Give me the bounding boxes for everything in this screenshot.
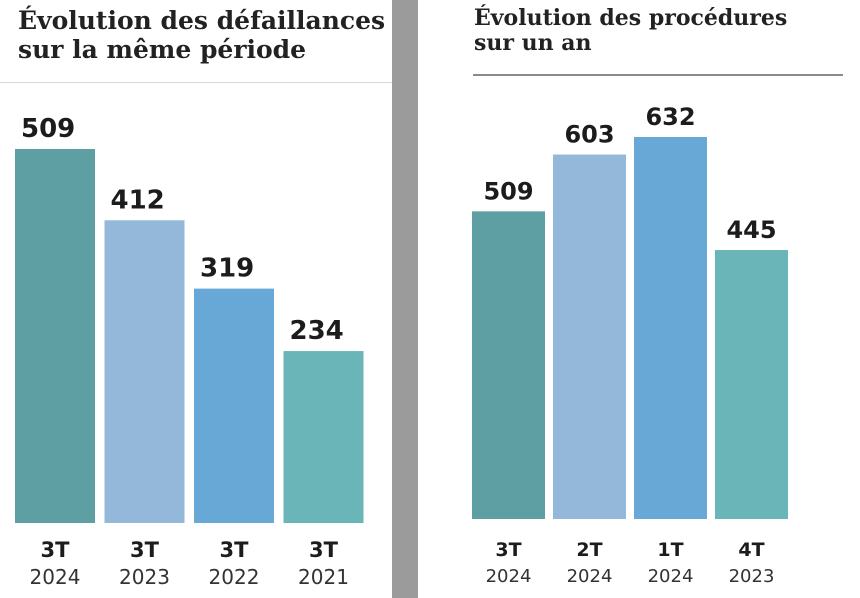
chart1-category-label-1-year: 2024 <box>567 566 613 587</box>
chart1-bar-0 <box>472 211 545 519</box>
chart0-category-label-3-year: 2021 <box>298 565 349 589</box>
chart0-bar-3 <box>283 351 364 523</box>
left-bar-chart: 509 3T 2024 412 3T 2023 319 3T 2022 234 3T 2021 <box>15 114 364 589</box>
chart1-bar-1 <box>553 154 626 519</box>
chart0-category-label-0-year: 2024 <box>30 565 81 589</box>
page-gutter <box>392 0 418 598</box>
chart0-bar-0 <box>15 149 95 523</box>
right-chart-title-rule <box>473 74 843 76</box>
chart1-value-label-3: 445 <box>726 216 776 244</box>
chart0-bar-2 <box>194 288 274 523</box>
right-chart-title-line-2: sur un an <box>474 30 592 56</box>
chart1-value-label-2: 632 <box>645 103 695 131</box>
chart1-category-label-0-quarter: 3T <box>495 539 521 561</box>
chart1-value-label-0: 509 <box>483 177 533 205</box>
chart0-category-label-1-year: 2023 <box>119 565 170 589</box>
chart1-category-label-3-quarter: 4T <box>738 539 764 561</box>
chart0-value-label-3: 234 <box>290 316 344 346</box>
right-bar-chart: 509 3T 2024 603 2T 2024 632 1T 2024 445 4T 2023 <box>472 103 788 587</box>
right-chart-panel: Évolution des procédures sur un an 509 3T… <box>418 0 860 598</box>
left-chart-title-rule <box>0 82 392 83</box>
chart0-category-label-0-quarter: 3T <box>41 538 71 562</box>
chart0-category-label-2-quarter: 3T <box>220 538 250 562</box>
chart0-bar-1 <box>104 220 185 524</box>
right-chart-title-line-1: Évolution des procédures <box>474 5 788 31</box>
left-chart-title-line-1: Évolution des défaillances <box>18 6 386 35</box>
chart0-category-label-2-year: 2022 <box>209 565 260 589</box>
chart1-bar-2 <box>634 137 707 519</box>
chart0-value-label-1: 412 <box>111 185 165 215</box>
chart1-category-label-2-quarter: 1T <box>657 539 683 561</box>
chart0-value-label-0: 509 <box>21 114 75 144</box>
left-chart-panel: Évolution des défaillances sur la même p… <box>0 0 392 598</box>
left-chart-title-line-2: sur la même période <box>18 35 307 64</box>
chart0-category-label-3-quarter: 3T <box>309 538 339 562</box>
left-chart-title: Évolution des défaillances sur la même p… <box>18 6 385 64</box>
chart1-bar-3 <box>715 250 788 519</box>
chart1-category-label-1-quarter: 2T <box>576 539 602 561</box>
chart1-category-label-0-year: 2024 <box>486 566 532 587</box>
chart0-value-label-2: 319 <box>200 254 254 284</box>
right-chart-title: Évolution des procédures sur un an <box>474 6 787 56</box>
chart0-category-label-1-quarter: 3T <box>130 538 160 562</box>
chart1-value-label-1: 603 <box>564 121 614 149</box>
chart1-category-label-2-year: 2024 <box>648 566 694 587</box>
chart1-category-label-3-year: 2023 <box>729 566 775 587</box>
